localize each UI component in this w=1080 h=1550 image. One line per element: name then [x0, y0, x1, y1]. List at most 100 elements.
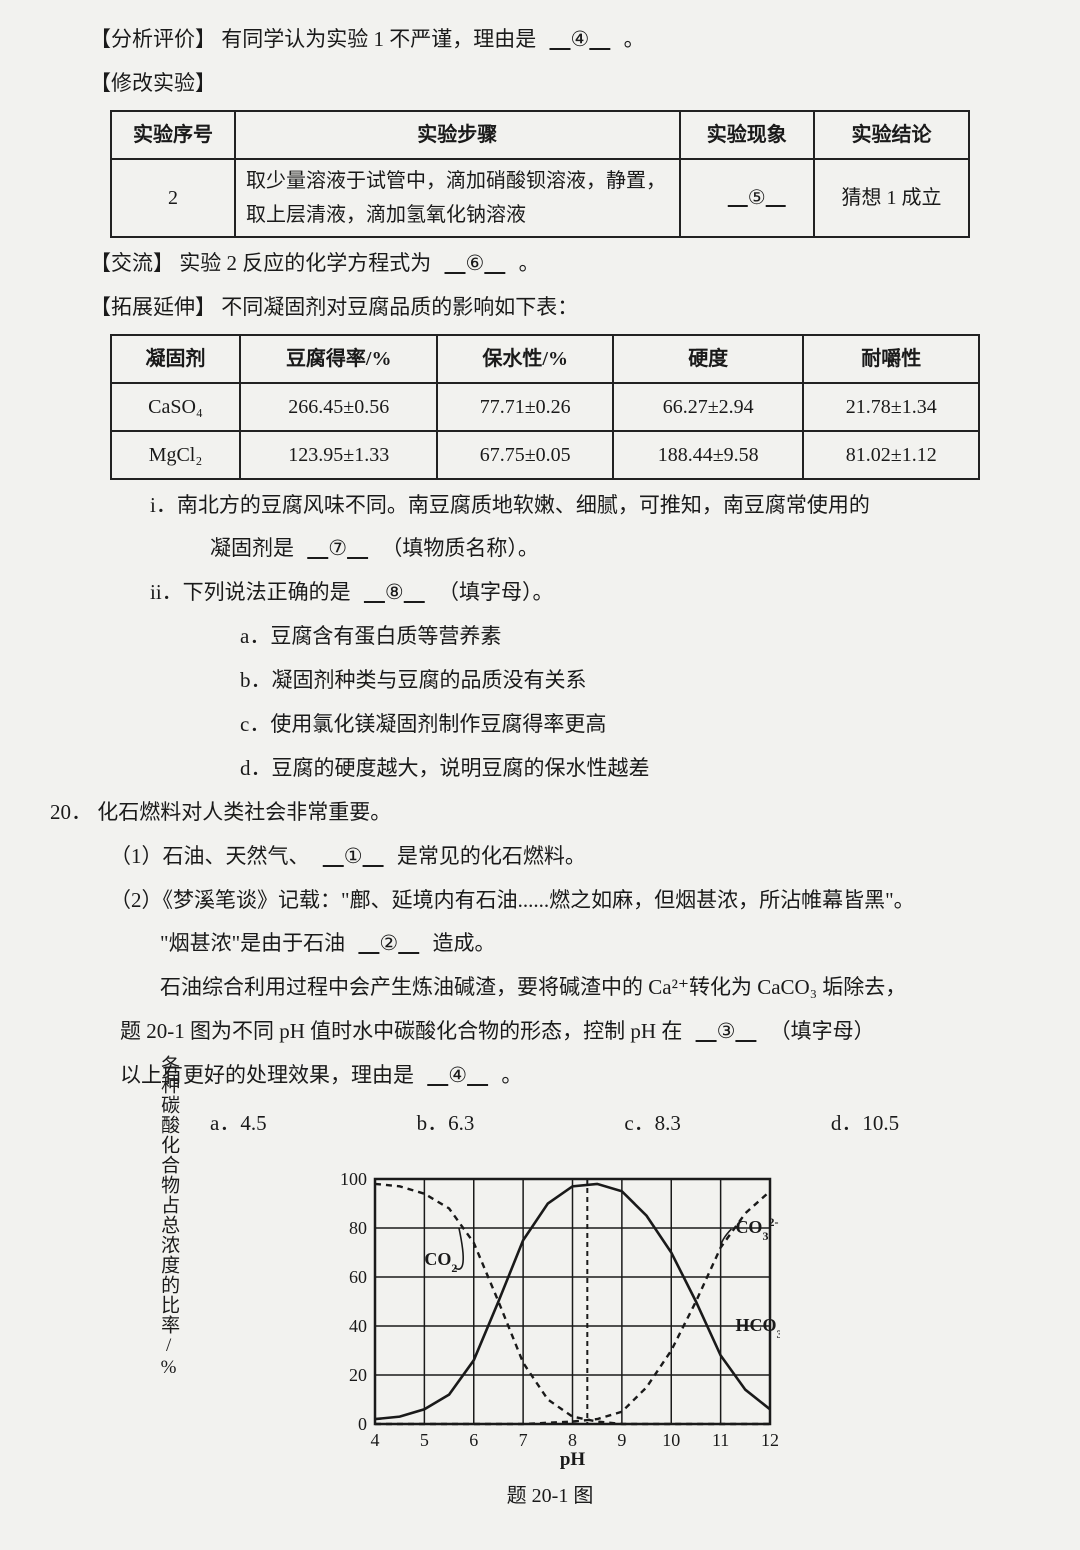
svg-text:5: 5	[420, 1430, 429, 1450]
extend-text: 不同凝固剂对豆腐品质的影响如下表：	[221, 295, 578, 319]
table-row: CaSO₄ 266.45±0.56 77.71±0.26 66.27±2.94 …	[111, 383, 979, 431]
cell: 123.95±1.33	[240, 431, 437, 479]
blank-1: ①	[315, 844, 392, 868]
blank-8: ⑧	[356, 580, 433, 604]
item-ii-line: ii．下列说法正确的是 ⑧ （填字母）。	[90, 573, 1010, 613]
extend-label: 【拓展延伸】	[90, 295, 216, 319]
q20-num: 20．	[50, 800, 92, 824]
cell: 66.27±2.94	[613, 383, 804, 431]
experiment-table: 实验序号 实验步骤 实验现象 实验结论 2 取少量溶液于试管中，滴加硝酸钡溶液，…	[110, 110, 970, 238]
table-row: 实验序号 实验步骤 实验现象 实验结论	[111, 111, 969, 159]
text: ii．下列说法正确的是	[150, 580, 351, 604]
svg-text:0: 0	[358, 1414, 367, 1434]
blank-3: ③	[688, 1019, 765, 1043]
th: 豆腐得率/%	[240, 335, 437, 383]
figure-20-1: 各种碳酸化合物占总浓度的比率/% 45678910111202040608010…	[90, 1169, 1010, 1515]
q20-p2a: （2）《梦溪笔谈》记载："鄜、延境内有石油......燃之如麻，但烟甚浓，所沾帷…	[90, 881, 1010, 921]
q20-stem: 20． 化石燃料对人类社会非常重要。	[50, 793, 1010, 833]
analysis-text: 有同学认为实验 1 不严谨，理由是	[221, 27, 536, 51]
table-row: MgCl₂ 123.95±1.33 67.75±0.05 188.44±9.58…	[111, 431, 979, 479]
coagulant-table: 凝固剂 豆腐得率/% 保水性/% 硬度 耐嚼性 CaSO₄ 266.45±0.5…	[110, 334, 980, 480]
text: （填物质名称）。	[381, 536, 539, 560]
cell: 21.78±1.34	[803, 383, 979, 431]
th-seq: 实验序号	[111, 111, 235, 159]
q20-p1: （1）石油、天然气、 ① 是常见的化石燃料。	[90, 837, 1010, 877]
text: （填字母）	[770, 1019, 875, 1043]
blank-4: ④	[542, 27, 619, 51]
opt-c: c．8.3	[624, 1104, 681, 1144]
svg-text:HCO3-: HCO3-	[735, 1313, 780, 1341]
item-i-line2: 凝固剂是 ⑦ （填物质名称）。	[90, 529, 1010, 569]
text: 凝固剂是	[210, 536, 294, 560]
opt-b: b．凝固剂种类与豆腐的品质没有关系	[90, 661, 1010, 701]
opt-a: a．4.5	[210, 1104, 267, 1144]
svg-text:11: 11	[712, 1430, 729, 1450]
cell-phen: ⑤	[680, 159, 814, 237]
th: 凝固剂	[111, 335, 240, 383]
blank-4b: ④	[419, 1063, 496, 1087]
q20-p2b: "烟甚浓"是由于石油 ② 造成。	[90, 924, 1010, 964]
table-row: 2 取少量溶液于试管中，滴加硝酸钡溶液，静置，取上层清液，滴加氢氧化钠溶液 ⑤ …	[111, 159, 969, 237]
text: （填字母）。	[438, 580, 554, 604]
opt-d: d．豆腐的硬度越大，说明豆腐的保水性越差	[90, 749, 1010, 789]
svg-text:12: 12	[761, 1430, 779, 1450]
th: 保水性/%	[437, 335, 613, 383]
opt-a: a．豆腐含有蛋白质等营养素	[90, 617, 1010, 657]
exchange-label: 【交流】	[90, 251, 174, 275]
opt-d: d．10.5	[831, 1104, 899, 1144]
svg-text:10: 10	[662, 1430, 680, 1450]
exchange-text: 实验 2 反应的化学方程式为	[179, 251, 431, 275]
q20-p2d: 题 20-1 图为不同 pH 值时水中碳酸化合物的形态，控制 pH 在 ③ （填…	[90, 1012, 1010, 1052]
svg-text:40: 40	[349, 1316, 367, 1336]
cell: 81.02±1.12	[803, 431, 979, 479]
svg-text:pH: pH	[560, 1449, 586, 1469]
svg-text:7: 7	[519, 1430, 528, 1450]
q20-text: 化石燃料对人类社会非常重要。	[97, 800, 391, 824]
th-steps: 实验步骤	[235, 111, 680, 159]
q20-options: a．4.5 b．6.3 c．8.3 d．10.5	[90, 1104, 1010, 1144]
period: 。	[519, 251, 540, 275]
svg-text:80: 80	[349, 1218, 367, 1238]
blank-7: ⑦	[299, 536, 376, 560]
analysis-label: 【分析评价】	[90, 27, 216, 51]
svg-text:4: 4	[371, 1430, 380, 1450]
svg-text:100: 100	[340, 1169, 367, 1189]
th: 耐嚼性	[803, 335, 979, 383]
cell-concl: 猜想 1 成立	[814, 159, 969, 237]
svg-text:60: 60	[349, 1267, 367, 1287]
text: 题 20-1 图为不同 pH 值时水中碳酸化合物的形态，控制 pH 在	[120, 1019, 682, 1043]
item-i-line1: i．南北方的豆腐风味不同。南豆腐质地软嫩、细腻，可推知，南豆腐常使用的	[90, 486, 1010, 526]
cell: CaSO₄	[111, 383, 240, 431]
cell-seq: 2	[111, 159, 235, 237]
svg-text:9: 9	[617, 1430, 626, 1450]
blank-6: ⑥	[437, 251, 514, 275]
table-row: 凝固剂 豆腐得率/% 保水性/% 硬度 耐嚼性	[111, 335, 979, 383]
modify-label: 【修改实验】	[90, 64, 1010, 104]
svg-text:CO32-: CO32-	[735, 1215, 778, 1243]
cell: 77.71±0.26	[437, 383, 613, 431]
th-concl: 实验结论	[814, 111, 969, 159]
svg-text:6: 6	[469, 1430, 478, 1450]
text: 是常见的化石燃料。	[397, 844, 586, 868]
cell: 266.45±0.56	[240, 383, 437, 431]
text: （1）石油、天然气、	[110, 844, 310, 868]
exchange-line: 【交流】 实验 2 反应的化学方程式为 ⑥ 。	[90, 244, 1010, 284]
extend-line: 【拓展延伸】 不同凝固剂对豆腐品质的影响如下表：	[90, 288, 1010, 328]
q20-p2e: 以上有更好的处理效果，理由是 ④ 。	[90, 1056, 1010, 1096]
cell-steps: 取少量溶液于试管中，滴加硝酸钡溶液，静置，取上层清液，滴加氢氧化钠溶液	[235, 159, 680, 237]
q20-p2c: 石油综合利用过程中会产生炼油碱渣，要将碱渣中的 Ca²⁺转化为 CaCO₃ 垢除…	[90, 968, 1010, 1008]
th: 硬度	[613, 335, 804, 383]
svg-text:20: 20	[349, 1365, 367, 1385]
th-phen: 实验现象	[680, 111, 814, 159]
text: "烟甚浓"是由于石油	[160, 931, 345, 955]
opt-b: b．6.3	[417, 1104, 475, 1144]
analysis-line: 【分析评价】 有同学认为实验 1 不严谨，理由是 ④ 。	[90, 20, 1010, 60]
cell: 67.75±0.05	[437, 431, 613, 479]
chart-svg: 456789101112020406080100pHCO2CO32-HCO3-	[320, 1169, 780, 1469]
text: 。	[501, 1063, 522, 1087]
y-axis-label: 各种碳酸化合物占总浓度的比率/%	[150, 1055, 186, 1379]
text: 造成。	[432, 931, 495, 955]
cell: 188.44±9.58	[613, 431, 804, 479]
cell: MgCl₂	[111, 431, 240, 479]
svg-text:8: 8	[568, 1430, 577, 1450]
